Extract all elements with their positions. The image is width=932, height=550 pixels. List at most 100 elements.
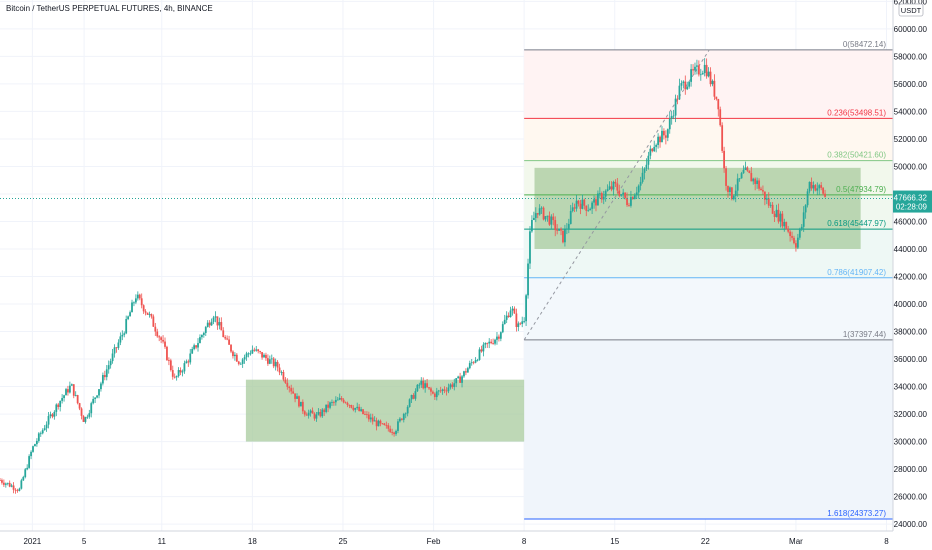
candle-body — [692, 69, 694, 71]
candle-body — [521, 321, 524, 324]
y-tick-label: 28000.00 — [894, 465, 928, 474]
fib-level-label: 0.618(45447.97) — [827, 219, 886, 228]
candle-body — [437, 390, 440, 392]
fib-zone — [524, 118, 893, 161]
candle-body — [713, 80, 716, 97]
candle-body — [490, 341, 493, 344]
fib-level-label: 0.5(47934.79) — [836, 185, 886, 194]
candle-body — [53, 411, 56, 417]
candle-body — [142, 305, 145, 312]
fib-zone — [524, 49, 893, 119]
candle-body — [140, 298, 143, 306]
candle-body — [717, 99, 720, 110]
candle-body — [230, 344, 232, 352]
candle-body — [268, 359, 271, 364]
candle-body — [1, 480, 3, 483]
candle-body — [47, 415, 50, 425]
candle-body — [131, 302, 133, 313]
candle-body — [76, 395, 79, 404]
candle-body — [187, 361, 190, 363]
candle-body — [286, 382, 289, 387]
candle-body — [550, 216, 553, 225]
candle-body — [494, 339, 496, 344]
candle-body — [639, 181, 642, 186]
candle-body — [808, 181, 811, 192]
candle-body — [278, 367, 281, 373]
candle-body — [202, 332, 205, 336]
candle-body — [414, 391, 417, 399]
y-tick-label: 54000.00 — [894, 107, 928, 116]
candle-body — [721, 125, 724, 151]
candle-body — [400, 418, 403, 420]
candle-body — [208, 322, 211, 326]
candle-body — [697, 65, 700, 75]
y-tick-label: 32000.00 — [894, 410, 928, 419]
y-tick-label: 34000.00 — [894, 383, 928, 392]
candle-body — [503, 319, 506, 325]
candle-body — [787, 229, 790, 232]
candle-body — [12, 485, 15, 490]
candle-body — [484, 342, 487, 345]
candle-body — [358, 406, 361, 411]
candle-body — [767, 198, 770, 206]
candle-body — [451, 384, 454, 387]
current-price-label: 47666.32 — [894, 194, 928, 203]
current-price-countdown: 02:28:09 — [896, 203, 928, 212]
y-tick-label: 60000.00 — [894, 25, 928, 34]
candle-body — [267, 358, 269, 364]
candle-body — [538, 208, 541, 215]
candle-body — [742, 169, 745, 174]
candle-body — [597, 193, 599, 206]
candle-body — [738, 178, 741, 180]
candle-body — [408, 399, 411, 407]
candle-body — [688, 81, 691, 87]
candle-body — [659, 136, 661, 143]
candle-body — [290, 388, 293, 392]
candle-body — [795, 243, 797, 248]
candle-body — [424, 383, 427, 389]
candle-body — [630, 197, 632, 206]
candle-body — [756, 180, 759, 185]
candle-body — [148, 314, 151, 315]
candle-body — [435, 391, 438, 398]
candle-body — [542, 207, 545, 220]
candle-body — [666, 129, 669, 138]
candle-body — [14, 489, 17, 491]
candle-body — [705, 64, 708, 77]
candle-body — [105, 369, 108, 378]
candle-body — [232, 351, 234, 357]
candle-body — [101, 375, 104, 384]
candle-body — [325, 404, 328, 412]
candle-body — [321, 409, 324, 417]
candle-body — [732, 195, 735, 200]
candle-body — [482, 344, 485, 352]
candle-body — [534, 213, 537, 218]
candle-body — [682, 81, 685, 84]
fib-level-label: 1(37397.44) — [843, 330, 886, 339]
candle-body — [606, 189, 609, 191]
candle-body — [249, 353, 252, 355]
candle-body — [608, 186, 611, 190]
candle-body — [65, 389, 67, 396]
candle-body — [746, 167, 749, 171]
candle-body — [511, 308, 514, 311]
candle-body — [744, 167, 747, 170]
candle-body — [610, 186, 613, 190]
candle-body — [709, 71, 712, 85]
candle-body — [740, 173, 743, 179]
candle-body — [449, 384, 452, 388]
candle-body — [204, 327, 207, 333]
candle-body — [814, 185, 817, 191]
candle-body — [818, 185, 821, 189]
candle-body — [34, 444, 36, 447]
candle-body — [439, 390, 442, 392]
candle-body — [323, 409, 326, 412]
candle-body — [729, 187, 731, 192]
fib-level-label: 0(58472.14) — [843, 40, 886, 49]
candle-body — [812, 185, 815, 189]
candle-body — [527, 263, 529, 296]
candle-body — [684, 81, 687, 90]
candle-body — [661, 130, 663, 143]
